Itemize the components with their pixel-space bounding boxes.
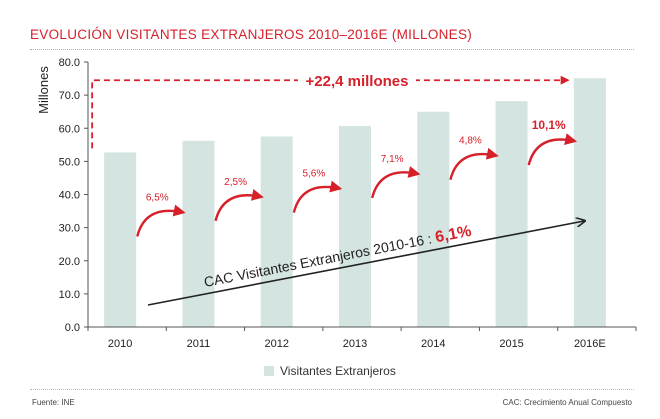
source-note: Fuente: INE bbox=[32, 398, 75, 407]
y-tick-label: 70.0 bbox=[59, 90, 80, 102]
x-tick-label: 2010 bbox=[108, 338, 132, 350]
x-tick-label: 2014 bbox=[421, 338, 445, 350]
y-tick-label: 10.0 bbox=[59, 289, 80, 301]
bar-2016E bbox=[573, 78, 606, 327]
total-increase-label: +22,4 millones bbox=[306, 73, 409, 90]
y-tick-label: 40.0 bbox=[59, 190, 80, 202]
bar-chart: 0.0 10.0 20.0 30.0 40.0 50.0 60.0 70.0 80.0 2010 2… bbox=[36, 57, 637, 350]
cac-value: 6,1% bbox=[434, 223, 473, 247]
growth-label: 2,5% bbox=[224, 177, 247, 188]
x-tick-label: 2011 bbox=[187, 338, 211, 350]
bar-2014 bbox=[417, 111, 450, 327]
growth-arrow bbox=[136, 204, 186, 237]
growth-label: 6,5% bbox=[146, 192, 169, 203]
bar-2011 bbox=[182, 140, 215, 327]
growth-arrow bbox=[292, 180, 343, 213]
bar-2013 bbox=[339, 125, 371, 328]
cac-label-text: CAC Visitantes Extranjeros 2010-16 : bbox=[203, 230, 437, 290]
growth-label: 5,6% bbox=[302, 169, 325, 180]
y-tick-label: 50.0 bbox=[59, 156, 80, 168]
title-divider bbox=[30, 49, 634, 50]
y-tick-label: 20.0 bbox=[59, 256, 80, 268]
legend: Visitantes Extranjeros bbox=[264, 364, 396, 378]
bar-2015 bbox=[495, 101, 528, 328]
legend-swatch bbox=[264, 366, 274, 376]
total-increase-mask bbox=[298, 70, 416, 91]
y-axis-label: Millones bbox=[36, 66, 51, 114]
legend-label: Visitantes Extranjeros bbox=[280, 364, 396, 378]
bars-layer bbox=[104, 78, 606, 328]
y-tick-label: 60.0 bbox=[59, 123, 80, 135]
growth-label: 7,1% bbox=[381, 154, 404, 165]
growth-arrow bbox=[370, 166, 421, 199]
growth-arrow bbox=[449, 147, 499, 180]
cac-note: CAC: Crecimiento Anual Compuesto bbox=[502, 398, 632, 407]
growth-label: 4,8% bbox=[459, 136, 482, 147]
y-tick-label: 80.0 bbox=[59, 57, 80, 69]
chart-title: EVOLUCIÓN VISITANTES EXTRANJEROS 2010–20… bbox=[30, 27, 473, 42]
x-tick-label: 2016E bbox=[574, 338, 606, 350]
bar-2012 bbox=[260, 136, 293, 327]
x-tick-label: 2015 bbox=[499, 338, 523, 350]
cac-trend-arrow bbox=[147, 221, 584, 306]
y-tick-label: 30.0 bbox=[59, 223, 80, 235]
axes: 0.0 10.0 20.0 30.0 40.0 50.0 60.0 70.0 80.0 2010 2… bbox=[59, 57, 637, 350]
x-tick-label: 2013 bbox=[343, 338, 367, 350]
growth-label: 10,1% bbox=[532, 118, 566, 132]
y-tick-label: 0.0 bbox=[65, 322, 80, 334]
x-tick-label: 2012 bbox=[264, 338, 288, 350]
bar-2010 bbox=[104, 152, 137, 327]
growth-arrow bbox=[214, 188, 264, 222]
growth-arrow bbox=[527, 133, 578, 166]
footer-divider bbox=[30, 389, 634, 390]
